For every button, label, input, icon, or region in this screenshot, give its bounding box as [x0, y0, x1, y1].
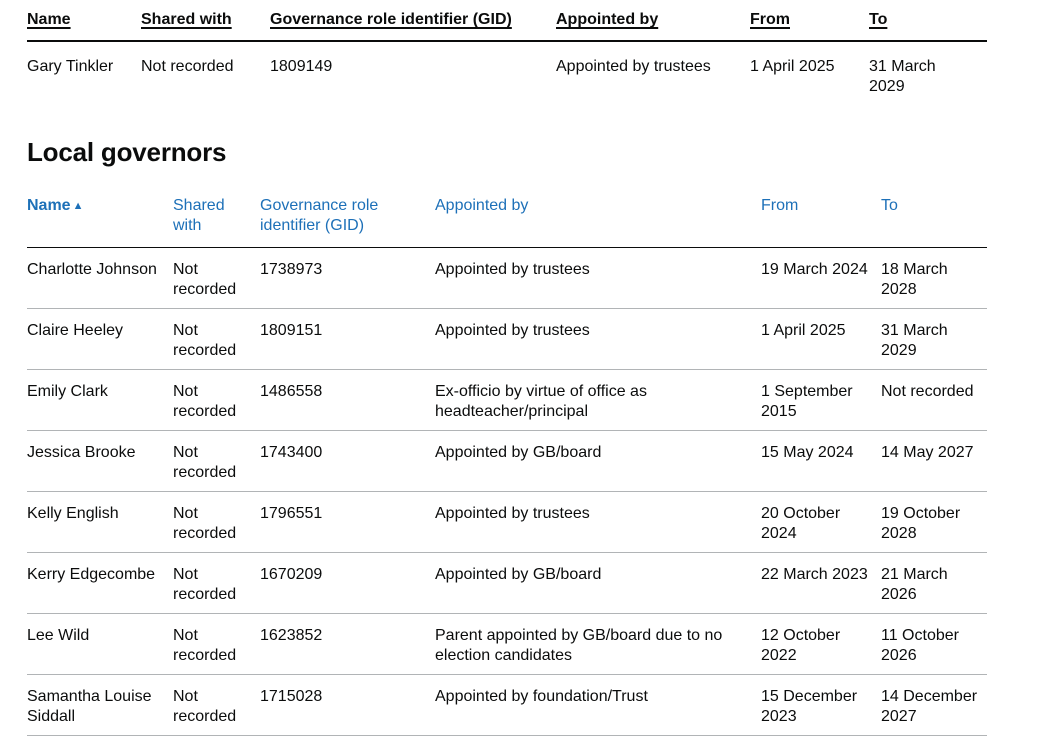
trustees-sort-gid-link[interactable]: Governance role identifier (GID)	[270, 11, 512, 28]
cell-gid: 1715028	[260, 674, 435, 736]
cell-from: 15 May 2024	[761, 430, 881, 492]
cell-to: 21 March 2026	[881, 552, 987, 614]
sort-gid-link[interactable]: Governance role identifier (GID)	[260, 197, 379, 234]
sort-ascending-icon: ▲	[72, 200, 84, 212]
trustees-sort-to-link[interactable]: To	[869, 11, 888, 28]
cell-from: 1 September 2015	[761, 369, 881, 431]
cell-gid: 1486558	[260, 369, 435, 431]
cell-name: Emily Clark	[27, 369, 173, 431]
cell-from: 12 October 2022	[761, 613, 881, 675]
cell-shared-with: Not recorded	[173, 613, 260, 675]
cell-appointed-by: Appointed by GB/board	[435, 552, 761, 614]
cell-gid: 1743400	[260, 430, 435, 492]
cell-gid: 1738973	[260, 247, 435, 309]
cell-gid: 1809151	[260, 308, 435, 370]
cell-name: Jessica Brooke	[27, 430, 173, 492]
cell-appointed-by: Appointed by trustees	[435, 491, 761, 553]
cell-to: 14 December 2027	[881, 674, 987, 736]
table-row: Lee Wild Not recorded 1623852 Parent app…	[27, 613, 987, 675]
cell-gid: 1623852	[260, 613, 435, 675]
table-row: Emily Clark Not recorded 1486558 Ex-offi…	[27, 369, 987, 431]
cell-from: 15 December 2023	[761, 674, 881, 736]
cell-name: Charlotte Johnson	[27, 247, 173, 309]
table-row: Samantha Louise Siddall Not recorded 171…	[27, 674, 987, 736]
cell-gid: 1809149	[270, 58, 333, 75]
table-row: Claire Heeley Not recorded 1809151 Appoi…	[27, 308, 987, 370]
local-governors-header-row: Name ▲ Shared with Governance role identi…	[27, 196, 987, 248]
cell-to: 31 March 2029	[881, 308, 987, 370]
cell-to: 31 March 2029	[869, 58, 936, 95]
cell-shared-with: Not recorded	[173, 308, 260, 370]
sort-from-link[interactable]: From	[761, 197, 799, 214]
cell-from: 1 April 2025	[750, 58, 835, 75]
cell-from: 22 March 2023	[761, 552, 881, 614]
local-governors-heading: Local governors	[27, 137, 227, 167]
sort-name-link[interactable]: Name ▲	[27, 197, 83, 214]
cell-shared-with: Not recorded	[173, 552, 260, 614]
cell-shared-with: Not recorded	[173, 430, 260, 492]
trustees-header-row: Name Shared with Governance role identif…	[27, 2, 987, 42]
cell-name: Kerry Edgecombe	[27, 552, 173, 614]
cell-shared-with: Not recorded	[173, 369, 260, 431]
sort-shared-with-link[interactable]: Shared with	[173, 197, 225, 234]
trustees-sort-shared-with-link[interactable]: Shared with	[141, 11, 232, 28]
cell-shared-with: Not recorded	[173, 247, 260, 309]
cell-gid: 1796551	[260, 491, 435, 553]
cell-name: Samantha Louise Siddall	[27, 674, 173, 736]
table-row: Kerry Edgecombe Not recorded 1670209 App…	[27, 552, 987, 614]
cell-name: Lee Wild	[27, 613, 173, 675]
sort-appointed-by-link[interactable]: Appointed by	[435, 197, 529, 214]
cell-name: Claire Heeley	[27, 308, 173, 370]
cell-appointed-by: Parent appointed by GB/board due to no e…	[435, 613, 761, 675]
cell-gid: 1670209	[260, 552, 435, 614]
cell-shared-with: Not recorded	[173, 674, 260, 736]
cell-appointed-by: Appointed by trustees	[435, 308, 761, 370]
table-row: Kelly English Not recorded 1796551 Appoi…	[27, 491, 987, 553]
cell-appointed-by: Appointed by trustees	[556, 58, 711, 75]
cell-to: 19 October 2028	[881, 491, 987, 553]
cell-from: 20 October 2024	[761, 491, 881, 553]
trustees-sort-appointed-by-link[interactable]: Appointed by	[556, 11, 659, 28]
cell-from: 1 April 2025	[761, 308, 881, 370]
cell-from: 19 March 2024	[761, 247, 881, 309]
local-governors-table: Name ▲ Shared with Governance role identi…	[27, 196, 987, 736]
cell-to: Not recorded	[881, 369, 987, 431]
table-row: Jessica Brooke Not recorded 1743400 Appo…	[27, 430, 987, 492]
cell-to: 11 October 2026	[881, 613, 987, 675]
trustees-sort-name-link[interactable]: Name	[27, 11, 71, 28]
cell-to: 14 May 2027	[881, 430, 987, 492]
cell-to: 18 March 2028	[881, 247, 987, 309]
table-row: Gary Tinkler Not recorded 1809149 Appoin…	[27, 41, 987, 117]
cell-appointed-by: Appointed by trustees	[435, 247, 761, 309]
cell-appointed-by: Appointed by foundation/Trust	[435, 674, 761, 736]
cell-appointed-by: Ex-officio by virtue of office as headte…	[435, 369, 761, 431]
cell-name: Gary Tinkler	[27, 58, 114, 75]
trustees-sort-from-link[interactable]: From	[750, 11, 790, 28]
sort-name-label: Name	[27, 197, 71, 214]
table-row: Charlotte Johnson Not recorded 1738973 A…	[27, 247, 987, 309]
trustees-table: Name Shared with Governance role identif…	[27, 2, 987, 117]
cell-appointed-by: Appointed by GB/board	[435, 430, 761, 492]
sort-to-link[interactable]: To	[881, 197, 898, 214]
cell-name: Kelly English	[27, 491, 173, 553]
cell-shared-with: Not recorded	[141, 58, 234, 75]
cell-shared-with: Not recorded	[173, 491, 260, 553]
